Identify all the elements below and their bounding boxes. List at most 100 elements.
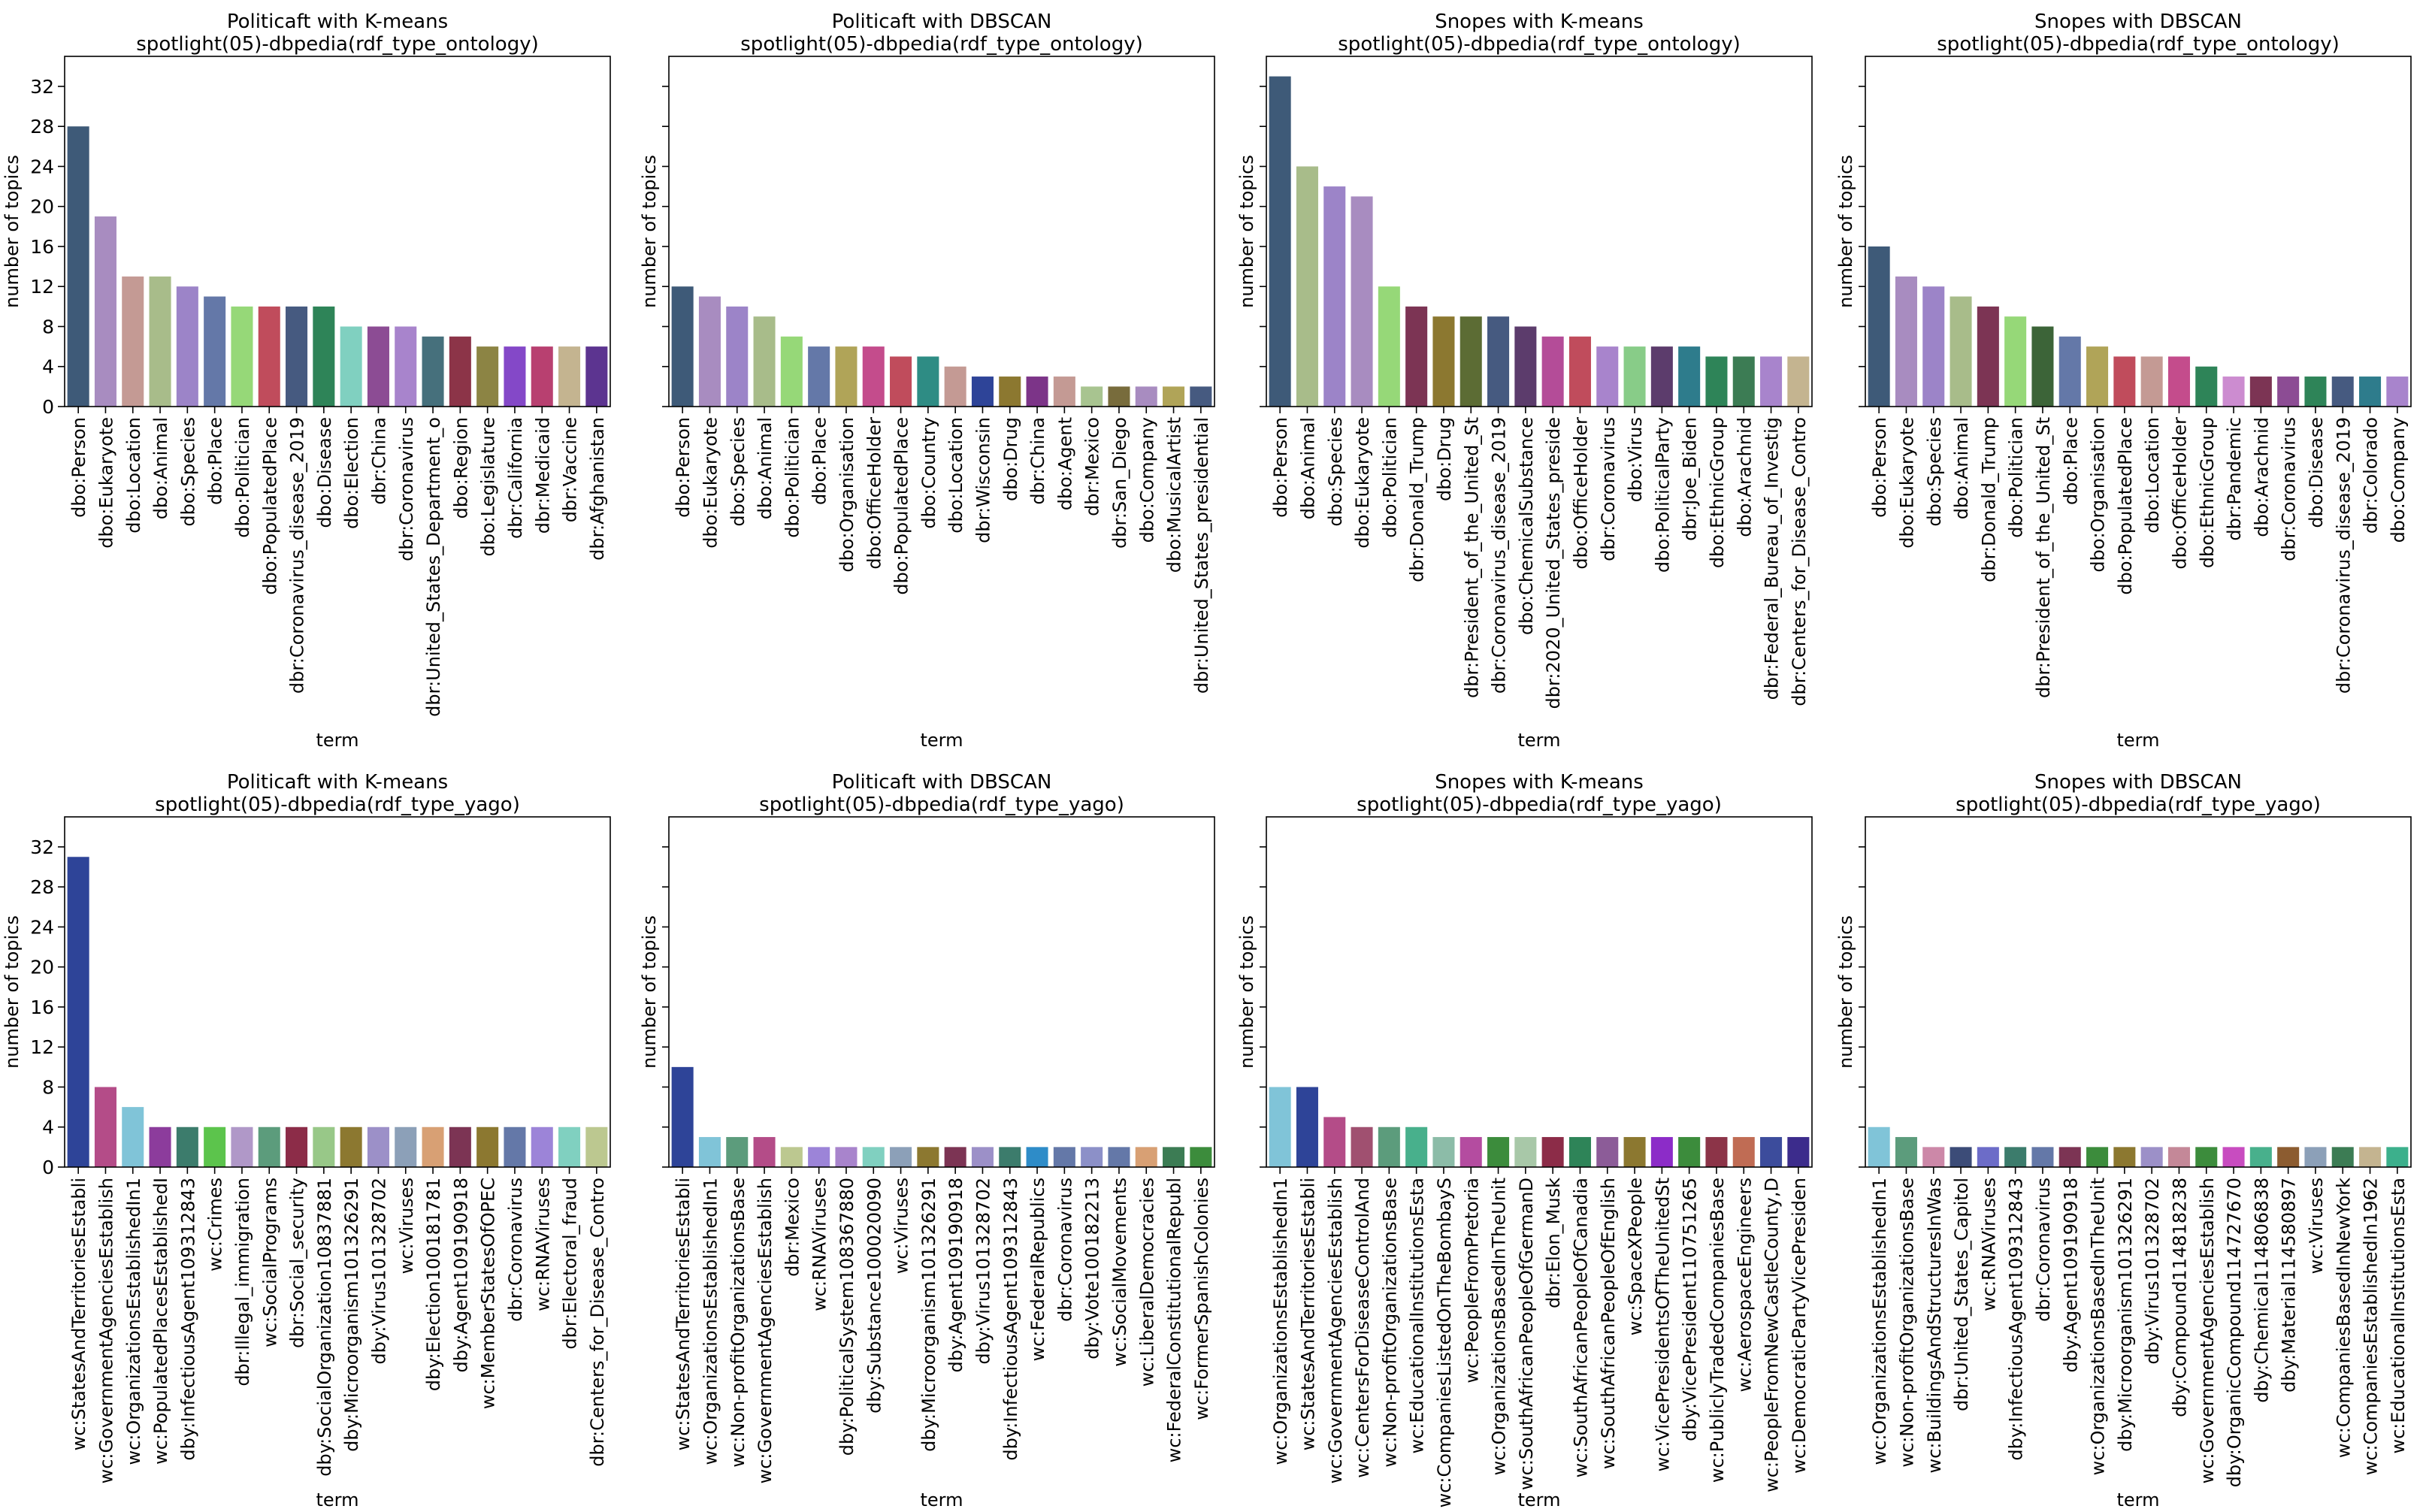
x-tick-label: dbo:Person — [1270, 417, 1291, 518]
chart-title: Snopes with K-means — [1435, 771, 1644, 794]
x-tick-label: wc:RNAViruses — [532, 1178, 553, 1311]
bar — [258, 1126, 280, 1167]
x-tick-label: dbo:PopulatedPlace — [891, 417, 912, 595]
x-tick-label: dbr:Donald_Trump — [1407, 417, 1428, 582]
x-tick-label: dbo:Person — [673, 417, 694, 518]
chart-subtitle: spotlight(05)-dbpedia(rdf_type_yago) — [759, 794, 1124, 816]
x-tick-label: dbo:Drug — [1000, 417, 1021, 501]
x-tick-label: dbr:Colorado — [2361, 417, 2382, 534]
x-tick-label: dbr:San_Diego — [1109, 417, 1130, 549]
bar — [1760, 1137, 1783, 1167]
y-axis-label: number of topics — [2, 915, 23, 1069]
y-tick-label: 32 — [30, 76, 54, 98]
x-tick-label: dby:InfectiousAgent109312843 — [1000, 1178, 1021, 1461]
y-tick-label: 12 — [30, 1036, 54, 1058]
x-tick-label: dbr:Coronavirus_disease_2019 — [2333, 417, 2354, 694]
x-tick-label: dbr:Medicaid — [532, 417, 553, 534]
x-tick-label: dbo:Region — [450, 417, 471, 519]
x-tick-label: dby:Microorganism101326291 — [341, 1178, 362, 1452]
bar — [1705, 356, 1728, 407]
bar — [1405, 1126, 1428, 1167]
bar — [698, 296, 721, 407]
bar — [449, 336, 471, 407]
bar — [286, 1126, 308, 1167]
x-tick-label: dby:Compound114818238 — [2169, 1178, 2190, 1417]
x-tick-label: dby:InfectiousAgent109312843 — [177, 1178, 198, 1461]
y-tick-label: 16 — [30, 236, 54, 258]
bar — [2113, 356, 2136, 407]
bar — [1514, 326, 1537, 407]
bar — [753, 316, 776, 407]
x-tick-label: dbo:PopulatedPlace — [259, 417, 280, 595]
chart-subtitle: spotlight(05)-dbpedia(rdf_type_yago) — [1357, 794, 1722, 816]
bar — [558, 1126, 581, 1167]
x-tick-label: wc:SouthAfricanPeopleOfCanadia — [1570, 1178, 1591, 1477]
bar — [1108, 386, 1130, 407]
x-tick-label: dby:Agent109190918 — [450, 1178, 471, 1372]
bar — [2058, 336, 2081, 407]
bar — [422, 1126, 444, 1167]
x-tick-label: dbo:Drug — [1434, 417, 1455, 501]
x-tick-label: wc:CentersForDiseaseControlAnd — [1352, 1178, 1373, 1478]
x-tick-label: dbr:Centers_for_Disease_Contro — [587, 1178, 608, 1467]
y-tick-label: 20 — [30, 957, 54, 978]
bar — [1623, 1137, 1646, 1167]
x-tick-label: dbo:Species — [1924, 417, 1945, 527]
bar — [1460, 1137, 1482, 1167]
x-tick-label: dbo:Eukaryote — [700, 417, 721, 549]
axes-frame — [668, 816, 1215, 1168]
x-tick-label: dbo:Disease — [2306, 417, 2327, 528]
x-tick-label: wc:MemberStatesOfOPEC — [478, 1178, 499, 1409]
x-tick-label: dbr:Centers_for_Disease_Contro — [1789, 417, 1810, 706]
x-tick-label: dbo:Place — [2060, 417, 2081, 505]
x-tick-label: wc:SocialPrograms — [259, 1178, 280, 1347]
x-tick-label: dby:Agent109190918 — [2060, 1178, 2081, 1372]
bar — [1460, 316, 1482, 407]
x-tick-label: dbr:Illegal_immigration — [232, 1178, 253, 1387]
x-tick-label: dbr:Coronavirus — [1054, 1178, 1075, 1322]
bar — [204, 296, 226, 407]
chart-panel-6: Politicaft with DBSCANspotlight(05)-dbpe… — [639, 771, 1215, 1510]
bar — [1950, 1147, 1972, 1167]
bar — [585, 1126, 608, 1167]
bar — [1351, 1126, 1373, 1167]
bar — [2277, 1147, 2300, 1167]
x-tick-label: dbo:Location — [945, 417, 966, 534]
bar — [2195, 1147, 2218, 1167]
bar — [890, 1147, 912, 1167]
bar — [1705, 1137, 1728, 1167]
y-axis-label: number of topics — [2, 155, 23, 308]
bar — [395, 1126, 417, 1167]
bar — [231, 1126, 253, 1167]
x-tick-label: wc:Non-profitOrganizationsBase — [1896, 1178, 1917, 1468]
x-tick-label: dbo:Eukaryote — [1896, 417, 1917, 549]
bar — [449, 1126, 471, 1167]
bar — [808, 1147, 830, 1167]
axes-frame — [1266, 816, 1813, 1168]
x-tick-label: dbr:Coronavirus — [505, 1178, 526, 1322]
bar — [176, 1126, 198, 1167]
x-tick-label: dbo:Species — [177, 417, 198, 527]
bar — [726, 1137, 749, 1167]
x-tick-label: dbo:Virus — [1625, 417, 1646, 502]
bar — [1514, 1137, 1537, 1167]
bar — [944, 1147, 966, 1167]
bar — [835, 346, 858, 407]
bar — [1568, 336, 1591, 407]
bar — [1568, 1137, 1591, 1167]
bar — [2277, 376, 2300, 407]
bar — [1732, 1137, 1755, 1167]
x-tick-label: wc:OrganizationsBasedInTheUnit — [1489, 1178, 1510, 1475]
chart-title: Snopes with K-means — [1435, 11, 1644, 33]
x-tick-label: dbo:Politician — [782, 417, 803, 538]
bar — [698, 1137, 721, 1167]
x-tick-label: dby:Material114580897 — [2279, 1178, 2300, 1393]
x-tick-label: dbr:United_States_Capitol — [1951, 1178, 1972, 1411]
bar — [1596, 346, 1619, 407]
x-tick-label: dbo:Place — [205, 417, 226, 505]
bar — [1787, 356, 1810, 407]
bar — [2304, 1147, 2327, 1167]
bar — [1296, 166, 1318, 407]
chart-subtitle: spotlight(05)-dbpedia(rdf_type_ontology) — [740, 33, 1142, 56]
x-tick-label: wc:BuildingsAndStructuresInWas — [1924, 1178, 1945, 1473]
